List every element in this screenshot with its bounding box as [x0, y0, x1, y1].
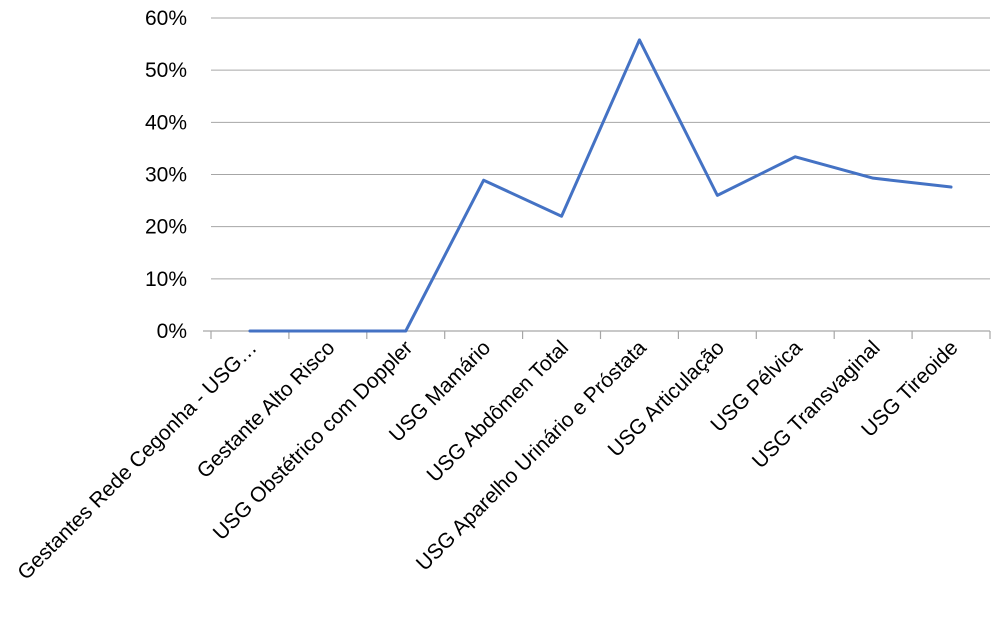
data-point	[950, 186, 952, 188]
series-group	[248, 38, 953, 333]
gridlines	[211, 17, 990, 280]
series-line	[248, 38, 953, 333]
data-point	[327, 330, 329, 332]
data-point	[794, 156, 796, 158]
x-tick-label: USG Transvaginal	[748, 336, 885, 473]
y-axis-tick-labels: 0% 10% 20% 30% 40% 50% 60%	[145, 7, 187, 343]
data-point	[561, 215, 563, 217]
data-point	[405, 330, 407, 332]
y-tick-label: 30%	[145, 164, 187, 187]
x-tick-label: USG Abdômen Total	[423, 336, 574, 487]
y-tick-label: 50%	[145, 59, 187, 82]
data-point	[716, 194, 718, 196]
data-point	[483, 179, 485, 181]
data-point	[249, 330, 251, 332]
y-tick-label: 10%	[145, 268, 187, 291]
x-axis-tick-labels: Gestantes Rede Cegonha - USG…Gestante Al…	[13, 336, 962, 584]
y-tick-label: 20%	[145, 216, 187, 239]
data-point	[872, 177, 874, 179]
y-tick-label: 40%	[145, 111, 187, 134]
x-tick-label: Gestante Alto Risco	[193, 336, 340, 483]
y-tick-label: 0%	[157, 320, 187, 343]
data-point	[638, 39, 640, 41]
y-tick-label: 60%	[145, 7, 187, 30]
